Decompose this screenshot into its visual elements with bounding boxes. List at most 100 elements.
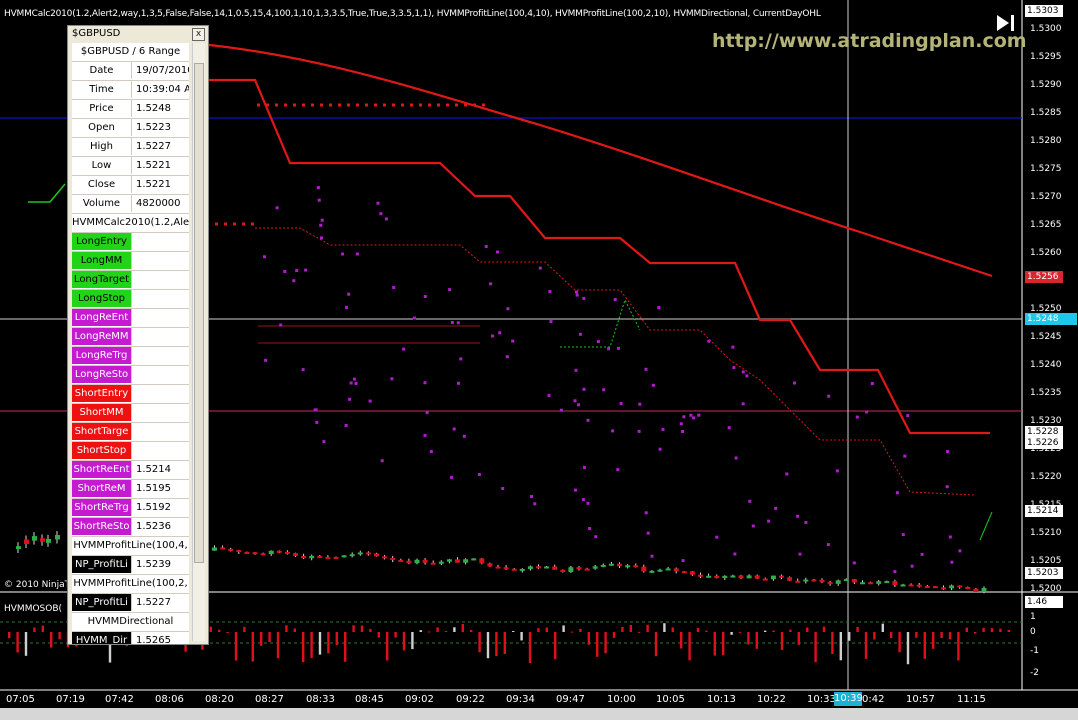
candle-body bbox=[317, 555, 323, 558]
signal-dot bbox=[538, 266, 542, 270]
oscillator-bar bbox=[755, 632, 758, 649]
signal-dot bbox=[657, 306, 661, 309]
oscillator-bar bbox=[814, 632, 817, 663]
signal-dot bbox=[498, 331, 502, 335]
signal-dot bbox=[958, 549, 962, 553]
signal-dot bbox=[617, 346, 620, 350]
data-box-value bbox=[133, 423, 189, 440]
price-tick-label: 1.5285 bbox=[1030, 108, 1062, 118]
signal-dot bbox=[263, 255, 266, 259]
candle-body bbox=[349, 554, 355, 557]
price-tick-label: 1.5200 bbox=[1030, 584, 1062, 594]
signal-dot bbox=[578, 332, 582, 336]
signal-dot bbox=[637, 429, 641, 433]
candle-body bbox=[819, 579, 825, 583]
price-tick-label: 1.5290 bbox=[1030, 80, 1062, 90]
candle-body bbox=[552, 566, 558, 570]
signal-dot bbox=[650, 554, 654, 558]
oscillator-bar bbox=[898, 632, 901, 653]
candle-body bbox=[860, 582, 865, 585]
oscillator-bar bbox=[1007, 629, 1010, 632]
data-box-value bbox=[133, 309, 189, 326]
data-box-value: 1.5223 bbox=[136, 122, 171, 133]
oscillator-bar bbox=[713, 632, 716, 656]
signal-dot bbox=[774, 506, 778, 510]
signal-dot bbox=[741, 402, 745, 406]
signal-dot bbox=[893, 570, 897, 574]
data-box-value: 10:39:04 A bbox=[136, 84, 189, 95]
close-icon[interactable]: x bbox=[192, 28, 205, 41]
data-box-label: LongReTrg bbox=[72, 347, 132, 364]
candle-body bbox=[398, 559, 404, 562]
candle-body bbox=[633, 565, 639, 568]
data-box-row: LongMM bbox=[72, 252, 189, 271]
oscillator-bar bbox=[722, 632, 725, 656]
data-box-panel[interactable]: $GBPUSD x $GBPUSD / 6 Range Date 19/07/201… bbox=[67, 25, 209, 645]
candle-body bbox=[325, 556, 331, 559]
oscillator-bar bbox=[243, 626, 246, 632]
signal-dot bbox=[582, 387, 586, 391]
data-box-scrollbar[interactable] bbox=[192, 43, 205, 641]
oscillator-bar bbox=[234, 632, 238, 661]
candle-body bbox=[649, 570, 655, 573]
candle-body bbox=[430, 562, 436, 565]
price-tick-label: 1.5295 bbox=[1030, 52, 1062, 62]
candle-body bbox=[455, 559, 460, 563]
candle-body bbox=[365, 552, 371, 555]
oscillator-bar bbox=[663, 623, 666, 632]
signal-dot bbox=[462, 434, 466, 438]
signal-dot bbox=[602, 388, 606, 392]
time-tick-label: 07:42 bbox=[105, 694, 134, 705]
price-tag: 1.5203 bbox=[1025, 567, 1063, 579]
signal-dot bbox=[948, 535, 952, 539]
data-box-row: $GBPUSD / 6 Range bbox=[72, 43, 189, 62]
signal-dot bbox=[345, 305, 348, 309]
data-box-row: ShortMM bbox=[72, 404, 189, 423]
price-tick-label: 1.5225 bbox=[1030, 444, 1062, 454]
signal-dot bbox=[423, 295, 427, 298]
time-tick-label: 10:13 bbox=[707, 694, 736, 705]
data-box-value bbox=[133, 271, 189, 288]
data-box-label: NP_ProfitLi bbox=[72, 594, 132, 611]
signal-dot bbox=[320, 236, 323, 240]
signal-dot bbox=[903, 454, 907, 458]
oscillator-bar bbox=[335, 632, 338, 645]
play-forward-icon[interactable] bbox=[994, 12, 1018, 34]
data-box-label: Volume bbox=[72, 195, 132, 212]
signal-dot bbox=[581, 498, 585, 501]
signal-dot bbox=[616, 468, 620, 472]
oscillator-bar bbox=[671, 627, 674, 632]
profit-line-long bbox=[199, 42, 993, 278]
signal-dot bbox=[679, 422, 683, 426]
oscillator-bar bbox=[965, 627, 968, 632]
time-tick-label: 08:06 bbox=[155, 694, 184, 705]
price-tag: 1.5248 bbox=[1025, 313, 1077, 325]
signal-dot bbox=[855, 415, 859, 419]
signal-dot bbox=[511, 339, 515, 343]
candle-body bbox=[730, 575, 736, 578]
signal-dot bbox=[549, 320, 553, 324]
signal-dot bbox=[583, 465, 586, 469]
signal-dot bbox=[681, 559, 685, 563]
candle-body bbox=[568, 567, 574, 573]
oscillator-bar bbox=[839, 632, 842, 661]
candle-body bbox=[309, 555, 315, 559]
oscillator-bar bbox=[276, 632, 280, 659]
data-box-row: LongTarget bbox=[72, 271, 189, 290]
candle-body bbox=[770, 575, 776, 580]
signal-dot bbox=[651, 383, 655, 387]
oscillator-bar bbox=[940, 632, 943, 639]
scrollbar-thumb[interactable] bbox=[194, 63, 204, 563]
signal-dot bbox=[658, 447, 662, 451]
data-box-row: Close 1.5221 bbox=[72, 176, 189, 195]
signal-dot bbox=[379, 212, 383, 216]
signal-dot bbox=[681, 430, 684, 433]
data-box-value: 19/07/2010 bbox=[136, 65, 189, 76]
data-box-row: Volume 4820000 bbox=[72, 195, 189, 214]
time-tick-label: 10:57 bbox=[906, 694, 935, 705]
signal-dot bbox=[767, 519, 771, 523]
candle-body bbox=[446, 559, 452, 562]
signal-dot bbox=[575, 290, 578, 294]
oscillator-bar bbox=[789, 629, 792, 632]
oscillator-bar bbox=[738, 631, 742, 633]
